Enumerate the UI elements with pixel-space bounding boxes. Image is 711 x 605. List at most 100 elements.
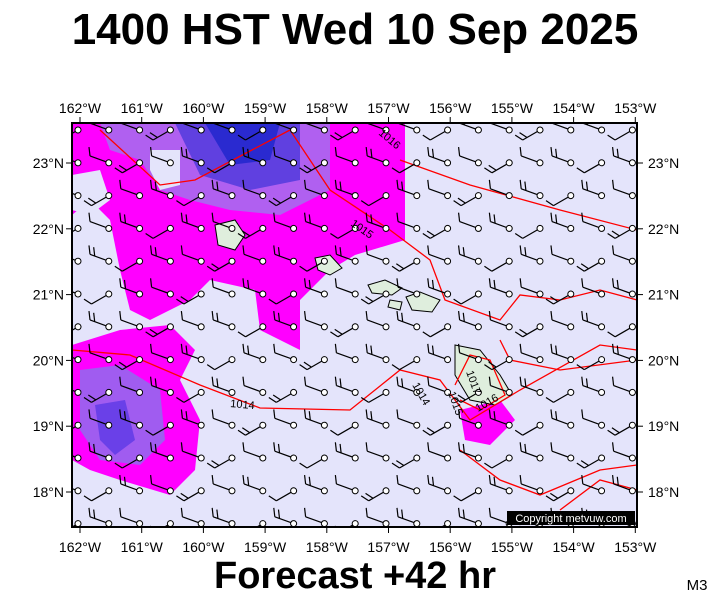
barb-flag xyxy=(422,429,431,436)
wind-barb xyxy=(180,311,205,331)
barb-station xyxy=(567,290,575,298)
wind-barb xyxy=(299,454,328,469)
barb-flag xyxy=(391,265,400,272)
barb-flag xyxy=(237,134,246,141)
wind-barb xyxy=(149,475,174,495)
barb-flag xyxy=(242,245,245,255)
barb-flag xyxy=(154,443,157,453)
barb-station xyxy=(474,454,482,462)
barb-station xyxy=(320,421,328,429)
barb-station xyxy=(320,159,328,167)
lon-label: 157°W xyxy=(367,539,410,555)
barb-flag xyxy=(93,247,96,257)
wind-barb xyxy=(514,323,544,338)
barb-station xyxy=(320,323,328,331)
barb-flag xyxy=(488,475,492,485)
barb-flag xyxy=(334,179,338,189)
barb-station xyxy=(474,290,482,298)
lon-label: 158°W xyxy=(306,539,349,555)
barb-flag xyxy=(462,312,465,322)
wind-barb xyxy=(488,212,513,232)
barb-flag xyxy=(401,181,404,191)
wind-barb xyxy=(422,421,452,436)
wind-barb xyxy=(422,224,452,239)
barb-station xyxy=(136,159,144,167)
wind-barb xyxy=(581,475,606,495)
wind-barbs xyxy=(72,123,636,536)
barb-station xyxy=(413,356,421,364)
wind-barb xyxy=(607,323,636,338)
barb-station xyxy=(197,356,205,364)
barb-flag xyxy=(180,147,184,157)
barb-station xyxy=(505,224,513,232)
barb-flag xyxy=(334,328,343,335)
barb-flag xyxy=(211,460,220,467)
wind-barb xyxy=(119,212,144,232)
barb-flag xyxy=(334,376,338,386)
barb-flag xyxy=(176,396,185,403)
barb-flag xyxy=(488,409,492,419)
barb-station xyxy=(382,159,390,167)
barb-flag xyxy=(247,148,250,158)
wind-barb xyxy=(273,442,298,462)
copyright: Copyright metvuw.com xyxy=(515,513,626,525)
barb-station xyxy=(290,487,298,495)
wind-barb xyxy=(427,278,452,298)
barb-flag xyxy=(334,442,338,452)
barb-flag xyxy=(180,311,184,321)
barb-station xyxy=(105,290,113,298)
barb-station xyxy=(628,454,636,462)
barb-station xyxy=(351,421,359,429)
wind-barb xyxy=(457,245,482,265)
barb-flag xyxy=(334,245,338,255)
barb-flag xyxy=(242,278,245,288)
barb-station xyxy=(228,290,236,298)
barb-station xyxy=(74,126,82,134)
barb-station xyxy=(444,323,452,331)
barb-station xyxy=(290,192,298,200)
barb-station xyxy=(136,224,144,232)
barb-station xyxy=(290,454,298,462)
wind-barb xyxy=(268,290,298,305)
barb-flag xyxy=(519,343,522,353)
barb-flag xyxy=(334,132,343,139)
barb-flag xyxy=(273,311,276,321)
lat-label: 22°N xyxy=(33,221,64,237)
barb-station xyxy=(259,323,267,331)
wind-barb xyxy=(242,475,267,495)
barb-flag xyxy=(457,394,466,401)
wind-barb xyxy=(88,442,113,462)
barb-flag xyxy=(519,442,522,452)
wind-barb xyxy=(330,126,359,141)
barb-flag xyxy=(88,311,91,321)
wind-barb xyxy=(119,123,144,134)
barb-station xyxy=(598,421,606,429)
wind-barb xyxy=(303,212,328,232)
wind-barb xyxy=(365,409,390,429)
barb-flag xyxy=(334,475,338,485)
barb-flag xyxy=(93,443,96,453)
barb-station xyxy=(351,224,359,232)
wind-barb xyxy=(576,257,606,272)
wind-barb xyxy=(576,159,606,174)
barb-station xyxy=(413,290,421,298)
barb-flag xyxy=(360,495,370,502)
lat-label: 20°N xyxy=(33,352,64,368)
wind-barb xyxy=(484,454,513,469)
wind-barb xyxy=(396,278,421,298)
barb-station xyxy=(105,257,113,265)
barb-flag xyxy=(176,200,185,207)
barb-flag xyxy=(462,247,465,257)
wind-barb xyxy=(391,257,421,272)
wind-barb xyxy=(206,356,236,371)
barb-flag xyxy=(273,343,276,353)
wind-barb xyxy=(427,376,452,396)
barb-flag xyxy=(303,507,307,517)
barb-flag xyxy=(149,245,153,255)
wind-barb xyxy=(119,475,144,495)
barb-flag xyxy=(427,179,430,189)
barb-flag xyxy=(180,409,184,419)
barb-flag xyxy=(149,147,153,157)
barb-flag xyxy=(330,527,337,536)
barb-flag xyxy=(83,200,92,207)
